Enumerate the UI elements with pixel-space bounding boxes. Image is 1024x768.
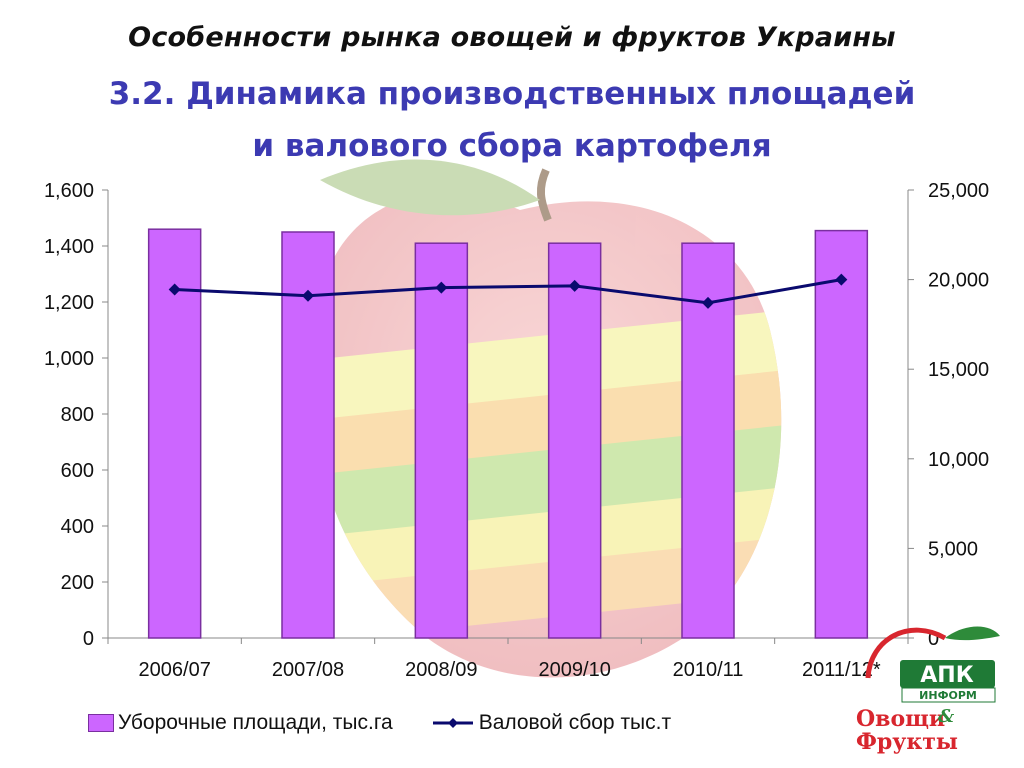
slide-subtitle-line1: 3.2. Динамика производственных площадей [108,76,916,112]
left-tick-label: 400 [61,516,94,538]
line-point-2006/07 [168,283,181,296]
legend-item-bars: Уборочные площади, тыс.га [88,711,393,735]
legend-bar-swatch [88,714,114,732]
line-point-2011/12* [835,273,848,286]
left-tick-label: 1,400 [44,236,94,258]
right-tick-label: 0 [928,628,939,650]
logo-word1-text: Овощи [856,706,945,732]
slide-subtitle-line2: и валового сбора картофеля [252,128,772,164]
left-tick-label: 1,600 [44,180,94,202]
logo-word2-text: Фрукты [856,729,958,755]
legend-label-line: Валовой сбор тыс.т [478,711,672,734]
logo-inform-text: ИНФОРМ [919,689,977,702]
x-tick-label: 2007/08 [272,659,344,681]
apk-inform-logo: АПК ИНФОРМ Овощи & Фрукты [856,626,1000,755]
logo-apk-text: АПК [920,663,973,688]
right-tick-label: 5,000 [928,538,978,560]
line-point-2010/11 [702,296,714,309]
left-tick-label: 600 [61,460,94,482]
bar-area-2010/11 [681,242,735,639]
x-tick-label: 2011/12* [802,659,881,681]
logo-amp-text: & [938,706,955,727]
left-tick-label: 800 [61,404,94,426]
chart-legend: Уборочные площади, тыс.га Валовой сбор т… [88,708,711,738]
legend-line-swatch [432,718,473,728]
legend-label-bars: Уборочные площади, тыс.га [118,711,393,734]
bar-area-2006/07 [147,228,202,639]
right-tick-label: 15,000 [928,359,989,381]
left-tick-label: 1,200 [44,292,94,314]
right-tick-label: 20,000 [928,270,989,292]
line-harvest [174,278,842,305]
left-tick-label: 0 [83,628,94,650]
left-tick-label: 200 [61,572,94,594]
bar-area-2009/10 [547,242,602,639]
x-tick-label: 2008/09 [405,659,477,681]
line-point-2008/09 [435,281,448,294]
right-tick-label: 10,000 [928,449,989,471]
legend-item-line: Валовой сбор тыс.т [432,711,672,735]
x-tick-label: 2010/11 [673,659,744,681]
x-tick-label: 2009/10 [539,659,611,681]
line-point-2009/10 [568,279,581,292]
left-tick-label: 1,000 [44,348,94,370]
line-point-2007/08 [302,289,314,302]
right-tick-label: 25,000 [928,180,989,202]
slide-title: Особенности рынка овощей и фруктов Украи… [128,22,896,53]
bar-area-2011/12* [814,229,869,639]
bar-area-2008/09 [414,242,469,639]
x-tick-label: 2006/07 [139,659,211,681]
